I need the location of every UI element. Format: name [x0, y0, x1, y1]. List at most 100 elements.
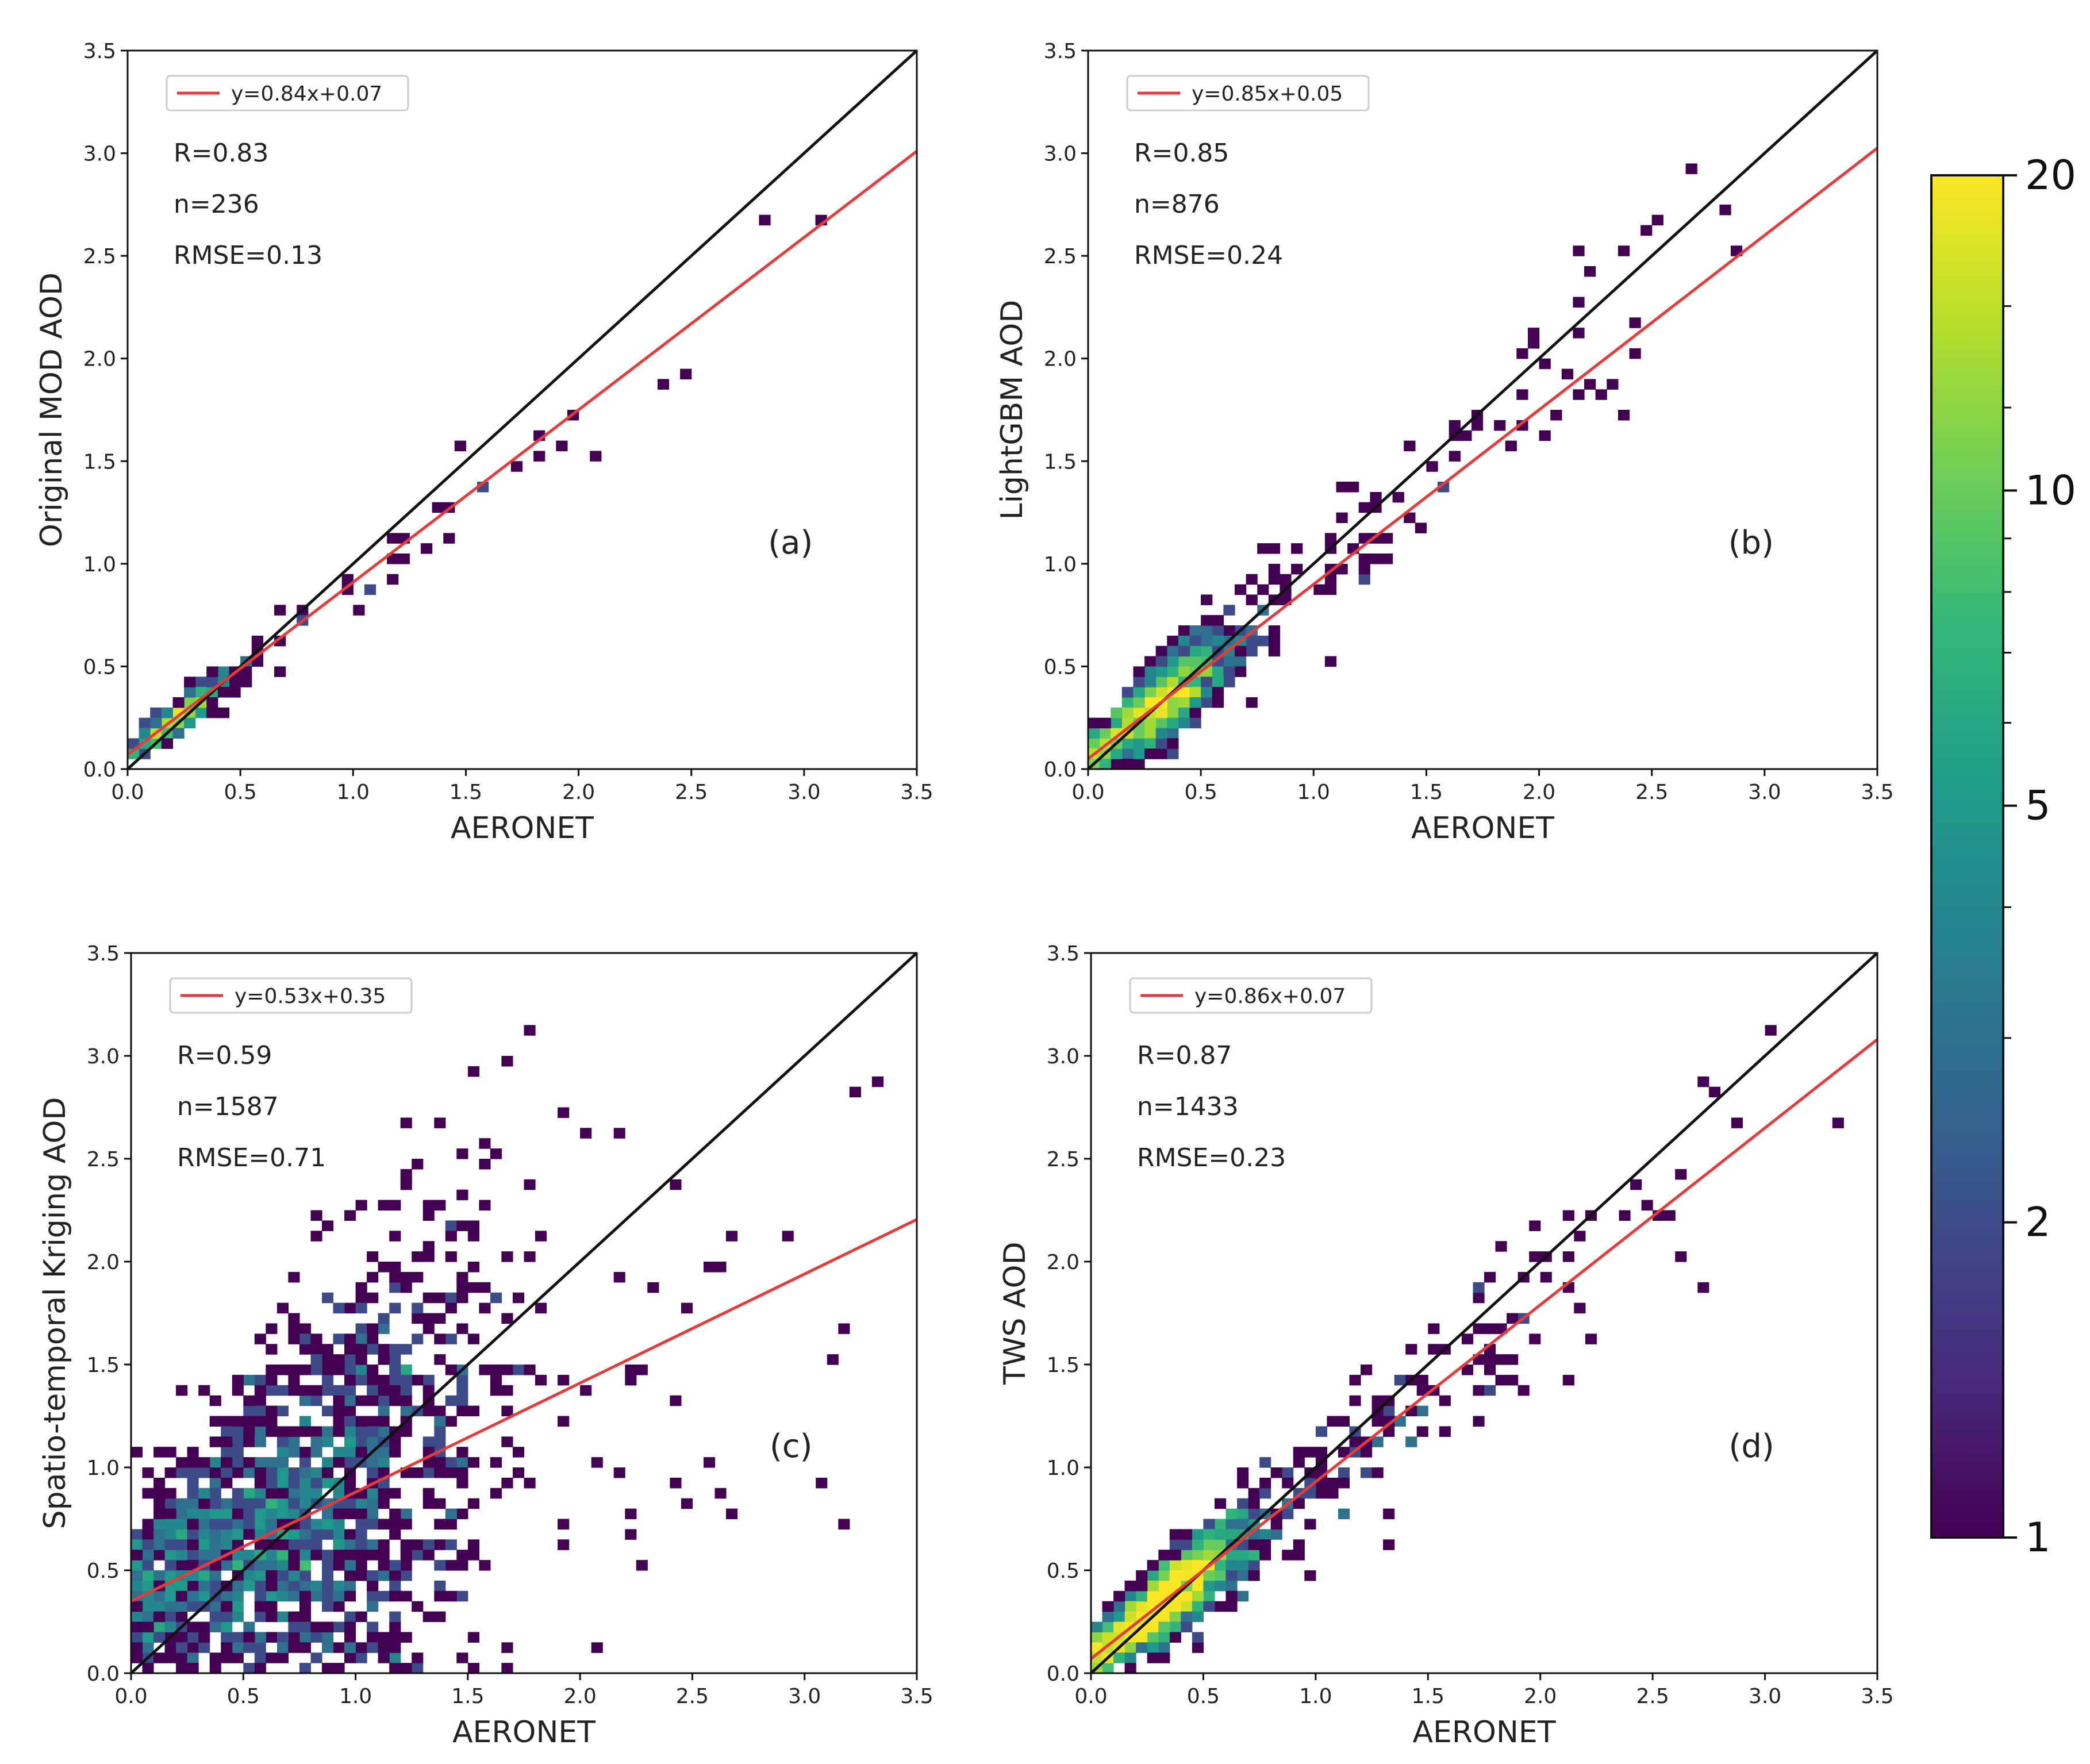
histogram-cell	[1315, 1426, 1327, 1437]
histogram-cell	[445, 1292, 457, 1304]
histogram-cell	[1121, 738, 1134, 749]
histogram-cell	[1136, 1601, 1148, 1612]
histogram-cell	[501, 1365, 513, 1375]
histogram-cell	[187, 1539, 199, 1550]
histogram-cell	[524, 1025, 536, 1036]
histogram-cell	[467, 1220, 479, 1231]
histogram-cell	[1629, 348, 1641, 359]
histogram-cell	[229, 677, 241, 687]
histogram-cell	[367, 1292, 379, 1304]
histogram-cell	[1133, 697, 1145, 708]
histogram-cell	[232, 1467, 244, 1478]
histogram-cell	[1212, 625, 1224, 636]
stats-annotation: R=0.87 n=1433 RMSE=0.23	[1137, 1041, 1286, 1173]
histogram-cell	[1618, 245, 1630, 256]
histogram-cell	[288, 1611, 300, 1623]
histogram-cell	[322, 1436, 334, 1447]
histogram-cell	[299, 1333, 311, 1344]
histogram-cell	[153, 1488, 166, 1499]
histogram-cell	[209, 1436, 221, 1447]
histogram-cell	[1169, 1560, 1181, 1571]
histogram-cell	[198, 1498, 210, 1509]
histogram-cell	[1178, 635, 1190, 647]
histogram-cell	[1192, 1611, 1204, 1623]
histogram-cell	[412, 1333, 424, 1344]
histogram-cell	[1383, 1539, 1395, 1550]
histogram-cell	[221, 1590, 233, 1602]
histogram-cell	[434, 1313, 446, 1324]
histogram-cell	[1268, 574, 1280, 585]
x-tick-label: 3.5	[900, 1685, 933, 1708]
histogram-cell	[367, 1365, 379, 1375]
histogram-cell	[367, 1539, 379, 1550]
histogram-cell	[254, 1652, 266, 1663]
histogram-cell	[1155, 748, 1167, 759]
histogram-cell	[670, 1179, 682, 1190]
histogram-cell	[1415, 522, 1427, 533]
x-tick-label: 3.0	[1748, 781, 1781, 804]
histogram-cell	[434, 1467, 446, 1478]
histogram-cell	[142, 1621, 154, 1632]
histogram-cell	[1102, 1611, 1114, 1623]
histogram-cell	[367, 1519, 379, 1529]
histogram-cell	[456, 1652, 468, 1663]
histogram-cell	[232, 1436, 244, 1447]
histogram-cell	[344, 1508, 356, 1520]
y-tick-label: 3.0	[83, 143, 116, 166]
histogram-cell	[1111, 759, 1123, 770]
histogram-cell	[1246, 574, 1258, 585]
histogram-cell	[1181, 1611, 1193, 1623]
histogram-cell	[176, 1590, 188, 1602]
histogram-cell	[434, 1539, 446, 1550]
histogram-cell	[139, 717, 151, 729]
histogram-cell	[1338, 1447, 1350, 1458]
histogram-cell	[445, 1457, 457, 1468]
histogram-cell	[389, 1200, 401, 1211]
y-tick-label: 2.0	[1047, 1251, 1079, 1274]
histogram-cell	[1449, 451, 1461, 462]
histogram-cell	[378, 1570, 390, 1581]
histogram-cell	[142, 1488, 154, 1499]
histogram-cell	[422, 1323, 435, 1334]
histogram-cell	[1178, 625, 1190, 636]
histogram-cell	[153, 1447, 166, 1458]
y-tick-label: 0.0	[1047, 1662, 1079, 1686]
histogram-cell	[209, 1395, 221, 1406]
histogram-cell	[389, 1611, 401, 1623]
axes-frame	[130, 952, 918, 1674]
histogram-cell	[150, 707, 162, 718]
histogram-cell	[276, 1477, 289, 1489]
histogram-cell	[229, 687, 241, 698]
histogram-cell	[389, 1632, 401, 1643]
histogram-cell	[479, 1302, 491, 1314]
histogram-cell	[1361, 1365, 1373, 1375]
histogram-cell	[490, 1488, 502, 1499]
histogram-cell	[206, 697, 218, 708]
x-tick-label: 0.0	[1074, 1685, 1107, 1708]
histogram-cell	[209, 1498, 221, 1509]
y-tick-label: 2.5	[87, 1148, 120, 1171]
histogram-cell	[1235, 656, 1247, 667]
histogram-cell	[389, 1385, 401, 1396]
histogram-cell	[1461, 1365, 1473, 1375]
histogram-cell	[1201, 635, 1213, 647]
histogram-cell	[274, 605, 286, 616]
histogram-cell	[1144, 687, 1157, 698]
histogram-cell	[367, 1436, 379, 1447]
x-tick-label: 1.5	[451, 1685, 484, 1708]
histogram-cell	[243, 1632, 255, 1643]
histogram-cell	[322, 1374, 334, 1386]
histogram-cell	[322, 1580, 334, 1592]
histogram-cell	[355, 1498, 367, 1509]
histogram-cell	[1133, 738, 1145, 749]
histogram-cell	[176, 1467, 188, 1478]
histogram-cell	[221, 1508, 233, 1520]
histogram-cell	[1259, 1488, 1271, 1499]
histogram-cell	[445, 1395, 457, 1406]
histogram-cell	[445, 1220, 457, 1231]
histogram-cell	[176, 1529, 188, 1540]
histogram-cell	[1392, 491, 1404, 503]
histogram-cell	[681, 1302, 693, 1314]
histogram-cell	[164, 1467, 176, 1478]
histogram-cell	[322, 1632, 334, 1643]
